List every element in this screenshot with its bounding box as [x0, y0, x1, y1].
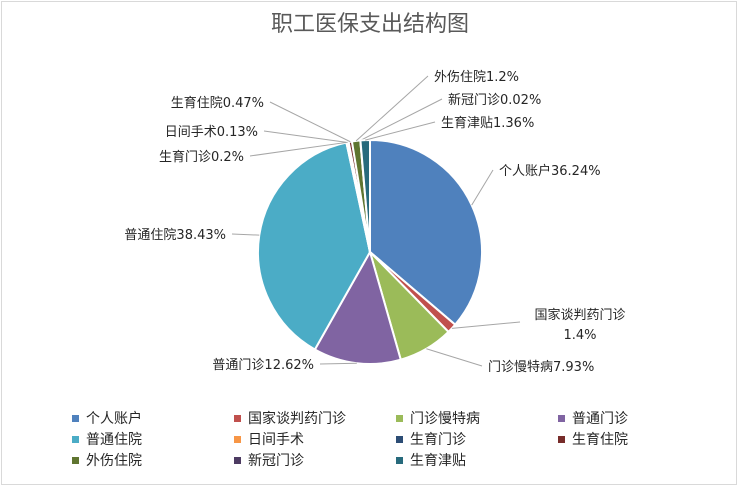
legend-label: 外伤住院: [86, 453, 142, 469]
legend-item-3: 门诊慢特病: [396, 408, 480, 428]
legend-swatch: [234, 456, 241, 464]
leader-line-9: [355, 75, 429, 142]
legend-swatch: [396, 435, 403, 443]
legend-item-11: 生育津贴: [396, 450, 466, 470]
legend-label: 门诊慢特病: [410, 411, 480, 427]
legend-swatch: [558, 435, 565, 443]
pie-slice-1: [369, 138, 483, 327]
leader-line-2: [451, 321, 521, 329]
data-label-8: 生育住院0.47%: [171, 95, 264, 111]
data-label-7: 生育门诊0.2%: [159, 149, 244, 165]
leader-line-7: [249, 141, 349, 157]
legend-label: 新冠门诊: [248, 453, 304, 469]
legend-label: 生育住院: [572, 432, 628, 448]
leader-line-1: [471, 169, 494, 206]
leader-line-6: [263, 130, 347, 143]
data-label-3: 门诊慢特病7.93%: [488, 359, 594, 375]
pie-slice-11: [359, 138, 371, 253]
data-label-9: 外伤住院1.2%: [434, 70, 519, 85]
legend-label: 生育津贴: [410, 453, 466, 469]
legend-item-2: 国家谈判药门诊: [234, 408, 346, 428]
data-label-6: 日间手术0.13%: [165, 125, 258, 140]
leader-line-4: [319, 362, 357, 365]
legend-label: 日间手术: [248, 432, 304, 448]
legend-label: 普通住院: [86, 432, 142, 448]
legend-label: 个人账户: [86, 411, 142, 427]
data-label-2-line2: 1.4%: [563, 328, 596, 343]
data-label-5: 普通住院38.43%: [124, 228, 226, 243]
legend-label: 普通门诊: [572, 411, 628, 427]
legend-swatch: [72, 435, 79, 443]
data-label-1: 个人账户36.24%: [499, 163, 601, 179]
legend-item-7: 生育门诊: [396, 429, 466, 449]
legend-swatch: [234, 414, 241, 422]
pie-slice-5: [257, 141, 372, 351]
data-label-2: 国家谈判药门诊: [534, 307, 625, 323]
legend-swatch: [558, 414, 565, 422]
leader-line-3: [426, 348, 483, 367]
data-label-11: 生育津贴1.36%: [441, 115, 534, 131]
legend-item-5: 普通住院: [72, 429, 142, 449]
legend-item-10: 新冠门诊: [234, 450, 304, 470]
chart-title: 职工医保支出结构图: [270, 12, 469, 37]
leader-line-11: [365, 121, 436, 141]
legend-swatch: [72, 456, 79, 464]
legend-item-1: 个人账户: [72, 408, 142, 428]
data-label-4: 普通门诊12.62%: [212, 358, 314, 373]
legend-item-6: 日间手术: [234, 429, 304, 449]
data-label-10: 新冠门诊0.02%: [448, 92, 541, 108]
legend-swatch: [72, 414, 79, 422]
pie-slice-4: [313, 249, 403, 365]
legend-item-4: 普通门诊: [558, 408, 628, 428]
legend-swatch: [396, 414, 403, 422]
leader-line-5: [231, 233, 260, 236]
legend-item-8: 生育住院: [558, 429, 628, 449]
legend-label: 生育门诊: [410, 432, 466, 448]
legend-swatch: [396, 456, 403, 464]
legend-label: 国家谈判药门诊: [248, 411, 346, 427]
leader-line-8: [269, 101, 351, 143]
legend-swatch: [234, 435, 241, 443]
leader-line-10: [360, 98, 443, 141]
legend-item-9: 外伤住院: [72, 450, 142, 470]
